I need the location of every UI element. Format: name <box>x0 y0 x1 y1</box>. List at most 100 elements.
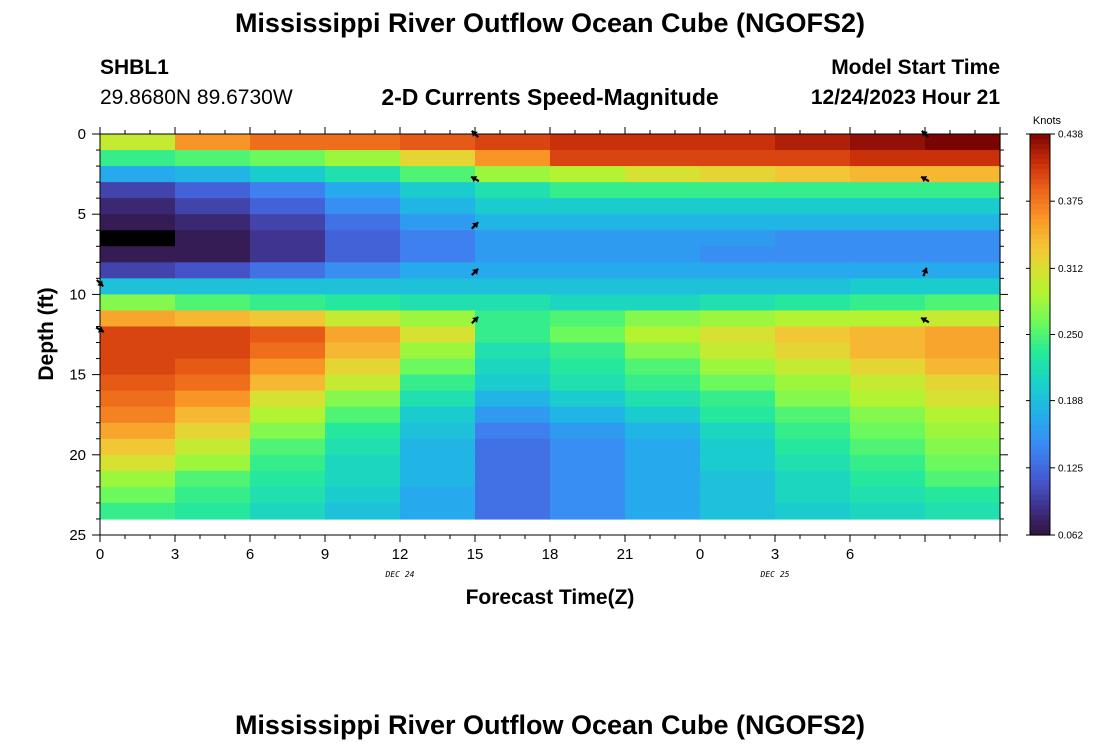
heatmap-cell <box>625 470 701 488</box>
colorbar-swatch <box>1030 404 1050 411</box>
heatmap-cell <box>475 246 551 263</box>
y-tick-label: 15 <box>69 367 86 384</box>
colorbar-swatch <box>1030 244 1050 250</box>
heatmap-cell <box>475 166 551 183</box>
heatmap-cell <box>850 374 926 392</box>
heatmap-cell <box>250 326 326 344</box>
heatmap-cell <box>100 294 176 312</box>
heatmap-cell <box>100 182 176 199</box>
heatmap-cell <box>175 342 251 360</box>
heatmap-cell <box>700 198 776 215</box>
heatmap-cell <box>100 150 176 167</box>
heatmap-cell <box>250 454 326 472</box>
heatmap-cell <box>700 294 776 312</box>
colorbar-swatch <box>1030 219 1050 225</box>
colorbar-swatch <box>1030 289 1050 295</box>
heatmap-cell <box>850 342 926 360</box>
colorbar-swatch <box>1030 359 1050 366</box>
heatmap-cell <box>700 470 776 488</box>
heatmap-cell <box>625 150 701 167</box>
colorbar-swatch <box>1030 509 1050 516</box>
y-axis: 0 5 10 15 20 25 <box>69 126 1008 544</box>
heatmap-cell <box>550 502 626 520</box>
heatmap-cell <box>175 454 251 472</box>
heatmap-cell <box>775 294 851 312</box>
colorbar-swatch <box>1030 384 1050 391</box>
colorbar-swatch <box>1030 434 1050 441</box>
colorbar-swatch <box>1030 209 1050 215</box>
heatmap-cell <box>175 502 251 520</box>
heatmap-cell <box>925 358 1001 376</box>
colorbar-swatch <box>1030 319 1050 326</box>
heatmap-cell <box>925 342 1001 360</box>
colorbar-swatch <box>1030 374 1050 381</box>
heatmap-cell <box>625 358 701 376</box>
colorbar-swatch <box>1030 439 1050 446</box>
heatmap-cell <box>475 262 551 279</box>
heatmap-cell <box>175 246 251 263</box>
heatmap-cell <box>925 422 1001 440</box>
heatmap-cell <box>925 502 1001 520</box>
heatmap-cell <box>175 310 251 328</box>
colorbar-swatch <box>1030 334 1050 341</box>
heatmap-cell <box>550 326 626 344</box>
heatmap-cell <box>850 134 926 151</box>
heatmap-cell <box>625 166 701 183</box>
heatmap-cell <box>700 150 776 167</box>
heatmap-cell <box>250 246 326 263</box>
colorbar-swatch <box>1030 459 1050 466</box>
x-tick-label: 15 <box>467 546 484 563</box>
heatmap-cell <box>475 342 551 360</box>
heatmap-cell <box>700 166 776 183</box>
heatmap-cell <box>325 454 401 472</box>
heatmap-cell <box>850 422 926 440</box>
heatmap-cell <box>775 342 851 360</box>
heatmap-cell <box>175 198 251 215</box>
heatmap-cell <box>400 182 476 199</box>
heatmap-cell <box>175 262 251 279</box>
heatmap-cell <box>325 326 401 344</box>
heatmap-cell <box>850 454 926 472</box>
heatmap-cell <box>400 390 476 408</box>
heatmap-cell <box>625 326 701 344</box>
vector-arrow <box>920 175 930 183</box>
heatmap-cell <box>100 470 176 488</box>
heatmap-cell <box>325 262 401 279</box>
heatmap-cell <box>475 470 551 488</box>
heatmap-cell <box>625 182 701 199</box>
heatmap-cell <box>100 246 176 263</box>
heatmap-cell <box>775 230 851 247</box>
heatmap-cell <box>700 454 776 472</box>
heatmap-cell <box>850 198 926 215</box>
heatmap-cell <box>250 502 326 520</box>
heatmap-cell <box>850 294 926 312</box>
colorbar-swatch <box>1030 169 1050 175</box>
x-tick-label: 6 <box>246 546 254 563</box>
heatmap-cell <box>100 374 176 392</box>
heatmap-cell <box>475 502 551 520</box>
heatmap-cell <box>475 230 551 247</box>
heatmap-cell <box>550 198 626 215</box>
vector-arrow <box>471 316 479 325</box>
colorbar-swatch <box>1030 324 1050 331</box>
heatmap-cell <box>475 390 551 408</box>
heatmap-cell <box>550 310 626 328</box>
x-tick-label: 21 <box>617 546 634 563</box>
colorbar-swatch <box>1030 229 1050 235</box>
heatmap-cell <box>625 262 701 279</box>
heatmap-cell <box>550 390 626 408</box>
heatmap-cell <box>325 406 401 424</box>
colorbar-tick-label: 0.125 <box>1058 463 1083 474</box>
colorbar-swatch <box>1030 329 1050 336</box>
heatmap-cell <box>325 390 401 408</box>
heatmap-cell <box>925 454 1001 472</box>
colorbar-swatch <box>1030 204 1050 210</box>
x-tick-label: 3 <box>771 546 779 563</box>
heatmap-cell <box>250 486 326 504</box>
heatmap-cell <box>925 182 1001 199</box>
vector-arrow <box>471 267 479 276</box>
heatmap-cell <box>700 230 776 247</box>
heatmap-cell <box>850 246 926 263</box>
heatmap-cell <box>700 326 776 344</box>
heatmap-cell <box>175 166 251 183</box>
